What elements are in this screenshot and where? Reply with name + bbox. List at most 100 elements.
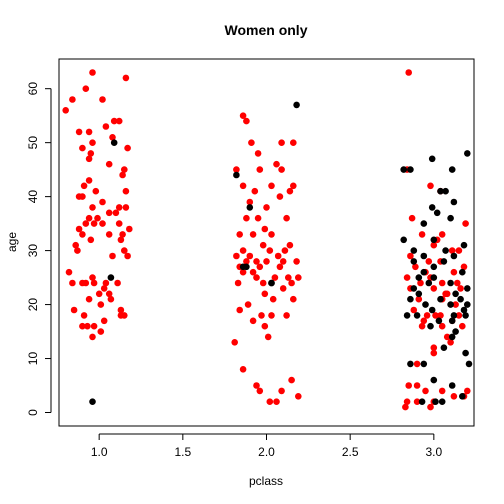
data-point [418, 231, 426, 238]
data-point [281, 247, 289, 254]
data-point [102, 279, 110, 287]
data-point [447, 279, 454, 287]
data-point [415, 295, 423, 303]
y-tick-label: 10 [26, 352, 40, 366]
data-point [276, 193, 284, 200]
x-axis: 1.0 1.5 2.0 2.5 3.0 [91, 433, 443, 459]
data-point [438, 279, 446, 287]
data-point [418, 322, 426, 330]
data-point [428, 155, 436, 163]
data-point [119, 231, 126, 238]
data-point [410, 258, 418, 265]
data-point [457, 285, 464, 292]
data-point [450, 198, 458, 206]
chart-title: Women only [225, 22, 308, 38]
data-point [246, 252, 254, 260]
data-point [124, 252, 131, 260]
data-point [295, 274, 302, 281]
data-point [109, 134, 116, 141]
data-point [79, 193, 86, 200]
y-tick-label: 30 [26, 244, 40, 258]
data-point [259, 241, 267, 249]
data-point [105, 160, 113, 168]
data-point [278, 139, 285, 146]
data-point [87, 236, 95, 244]
data-point [462, 220, 469, 227]
data-point [464, 387, 471, 395]
data-point [85, 128, 93, 136]
data-point [243, 117, 250, 125]
data-point [95, 290, 103, 298]
data-point [403, 398, 411, 406]
data-point [263, 258, 270, 265]
data-point [450, 393, 458, 400]
data-point [89, 398, 96, 406]
data-point [74, 247, 81, 254]
data-point [448, 317, 456, 325]
data-point [420, 220, 428, 227]
data-point [89, 274, 96, 281]
data-point [69, 279, 76, 287]
data-point [124, 144, 131, 152]
data-point [290, 295, 297, 303]
data-point [459, 268, 466, 276]
data-point [283, 312, 290, 319]
data-point [400, 236, 408, 244]
data-point [239, 112, 247, 119]
data-point [253, 274, 260, 281]
data-point [447, 301, 454, 308]
data-point [85, 214, 93, 222]
data-point [274, 252, 282, 260]
data-point [84, 322, 91, 330]
data-point [460, 306, 468, 314]
data-point [420, 268, 428, 276]
data-point [85, 155, 93, 163]
data-point [464, 301, 471, 308]
data-point [254, 150, 262, 157]
data-point [75, 225, 83, 233]
data-point [293, 258, 300, 265]
data-point [256, 263, 264, 271]
data-point [452, 290, 459, 298]
data-point [413, 382, 421, 389]
data-point [233, 166, 240, 173]
data-point [430, 344, 438, 352]
data-point [448, 382, 456, 389]
data-point [114, 279, 121, 287]
x-tick-label: 2.5 [342, 445, 359, 459]
data-point [121, 247, 128, 254]
y-tick-label: 0 [26, 409, 40, 416]
data-point [110, 139, 118, 146]
data-point [89, 333, 96, 341]
data-point [90, 322, 98, 330]
data-point [400, 166, 408, 173]
data-point [447, 214, 454, 222]
data-point [268, 279, 275, 287]
data-point [102, 123, 110, 130]
data-point [462, 349, 469, 357]
data-point [407, 252, 414, 260]
data-point [427, 403, 434, 411]
data-point [433, 209, 441, 217]
data-point [261, 322, 269, 330]
data-point [89, 69, 96, 76]
data-point [79, 231, 86, 238]
data-point [465, 360, 473, 368]
data-point [415, 290, 423, 298]
data-point [266, 398, 274, 406]
data-point [454, 279, 461, 287]
data-point [283, 214, 290, 222]
data-point [82, 279, 90, 287]
data-point [271, 274, 279, 281]
data-point [418, 398, 426, 406]
data-point [457, 295, 464, 303]
data-point [430, 241, 438, 249]
data-point [464, 285, 471, 292]
data-point [122, 204, 130, 211]
data-point [443, 290, 451, 298]
data-point [80, 312, 88, 319]
x-tick-label: 1.5 [174, 445, 191, 459]
data-point [249, 231, 257, 238]
y-axis-label: age [5, 232, 19, 252]
data-point [65, 268, 73, 276]
